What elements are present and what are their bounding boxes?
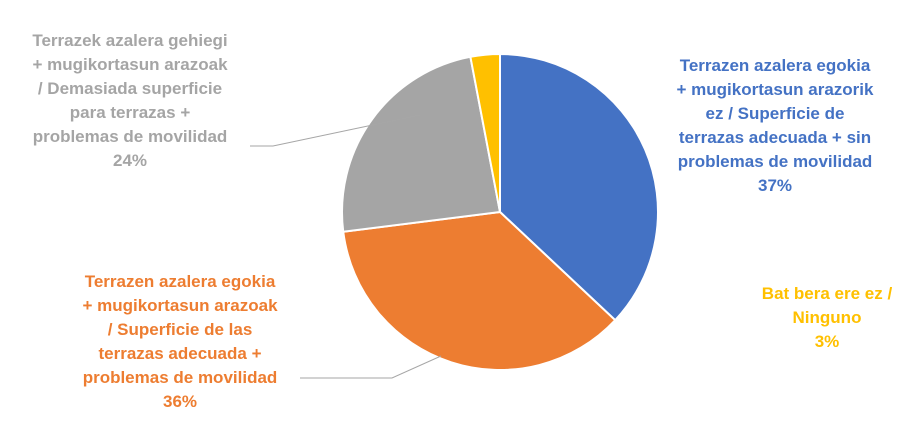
pie-slice-yellow (469, 52, 501, 213)
leader-line-orange (300, 355, 442, 379)
leader-lines (250, 114, 442, 379)
slice-value-label: 36% (162, 392, 198, 411)
slice-label-text: Terrazen azalera egokia + mugikortasun a… (82, 272, 278, 387)
pie-slice-orange (342, 210, 617, 371)
slice-label-text: Terrazek azalera gehiegi + mugikortasun … (32, 31, 228, 146)
slice-label-orange: Terrazen azalera egokia + mugikortasun a… (52, 246, 308, 438)
slice-label-text: Bat bera ere ez / Ninguno (761, 284, 893, 327)
pie-slice-gray (341, 55, 502, 233)
pie-slice-blue (499, 52, 659, 322)
slice-label-blue: Terrazen azalera egokia + mugikortasun a… (650, 30, 900, 222)
slice-label-yellow: Bat bera ere ez / Ninguno 3% (737, 258, 913, 378)
chart-area: Terrazen azalera egokia + mugikortasun a… (2, 5, 913, 411)
slice-value-label: 37% (757, 176, 793, 195)
slice-label-text: Terrazen azalera egokia + mugikortasun a… (676, 56, 874, 171)
leader-line-gray (250, 114, 421, 147)
slice-value-label: 3% (814, 332, 840, 351)
pie-slices (341, 52, 659, 371)
slice-label-gray: Terrazek azalera gehiegi + mugikortasun … (2, 5, 258, 197)
pie-chart (250, 52, 659, 379)
slice-value-label: 24% (112, 151, 148, 170)
